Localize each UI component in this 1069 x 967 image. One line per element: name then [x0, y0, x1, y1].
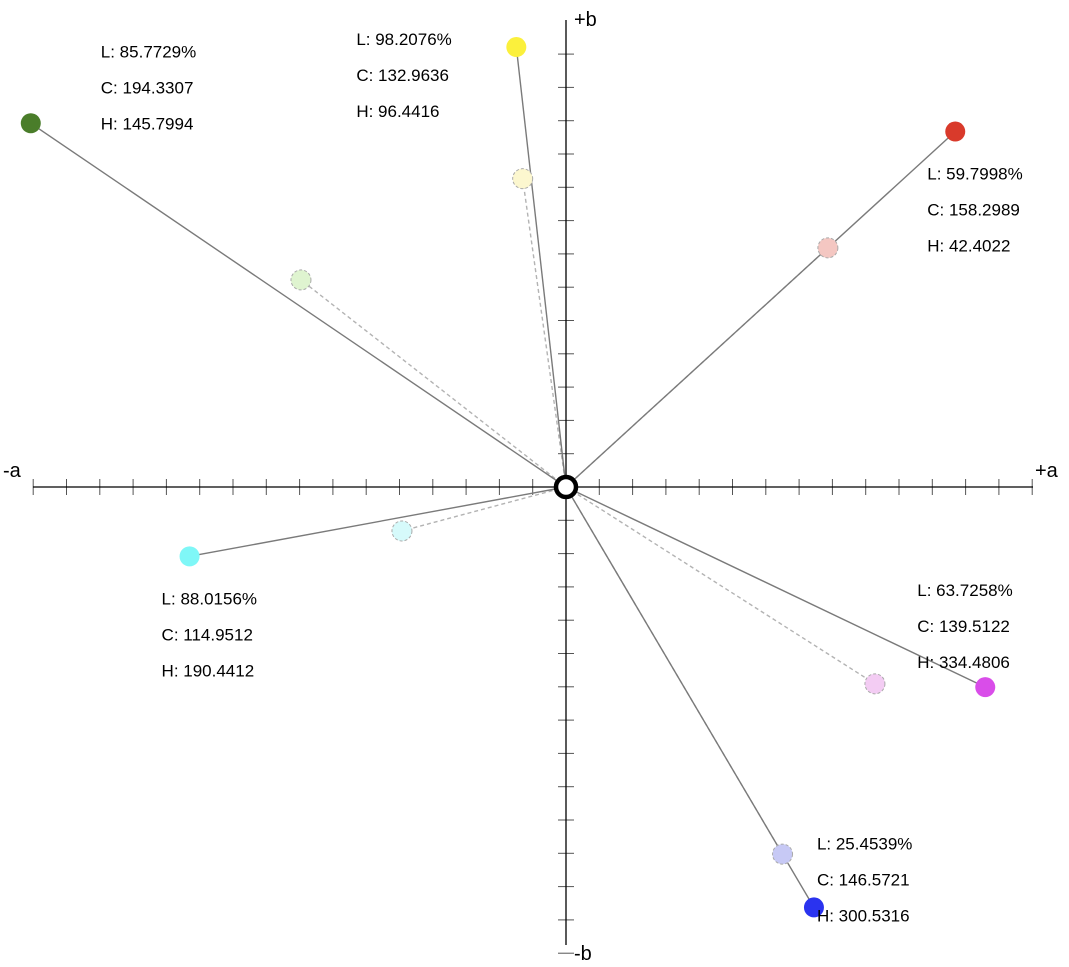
origin-marker: [553, 474, 579, 500]
color-vector-line: [565, 486, 815, 908]
color-point: [803, 897, 824, 918]
faded-vector-line: [300, 279, 567, 488]
color-vector-line: [30, 122, 567, 488]
color-point: [506, 37, 527, 58]
readout-h: H: 300.5316: [817, 906, 910, 925]
readout-c: C: 114.9512: [162, 625, 253, 644]
color-vector-line: [189, 486, 567, 558]
readout-l: L: 25.4539%: [817, 834, 912, 853]
readout-c: C: 158.2989: [927, 201, 1020, 220]
readout-l: L: 63.7258%: [917, 581, 1012, 600]
color-vector-line: [565, 131, 956, 488]
color-vectors: [20, 37, 996, 918]
faded-color-point: [391, 520, 413, 542]
color-vector-line: [565, 486, 986, 688]
readout-l: L: 85.7729%: [101, 42, 196, 61]
axis-label-pos-a: +a: [1035, 460, 1059, 482]
faded-color-point: [772, 843, 794, 865]
readout-h: H: 42.4022: [927, 237, 1010, 256]
color-point: [975, 677, 996, 698]
readout-c: C: 139.5122: [917, 617, 1010, 636]
faded-vector-line: [565, 486, 876, 685]
faded-color-point: [290, 269, 312, 291]
readout-c: C: 194.3307: [101, 78, 194, 97]
readout-l: L: 98.2076%: [356, 30, 451, 49]
color-point: [179, 546, 200, 567]
faded-color-point: [864, 673, 886, 695]
readout-h: H: 96.4416: [356, 102, 439, 121]
readout-c: C: 132.9636: [356, 66, 449, 85]
readout-h: H: 190.4412: [162, 661, 255, 680]
faded-color-point: [817, 237, 839, 259]
axis-label-neg-b: -b: [574, 943, 592, 965]
readout-h: H: 145.7994: [101, 114, 194, 133]
faded-vector-line: [401, 486, 567, 532]
color-point: [945, 121, 966, 142]
readout-l: L: 88.0156%: [162, 589, 257, 608]
axis-label-pos-b: +b: [574, 9, 597, 31]
readout-l: L: 59.7998%: [927, 165, 1022, 184]
lch-readouts: L: 59.7998% C: 158.2989 H: 42.4022 L: 98.20…: [101, 30, 1023, 925]
axis-label-neg-a: -a: [3, 460, 22, 482]
readout-h: H: 334.4806: [917, 653, 1010, 672]
faded-vector-line: [521, 178, 567, 488]
color-point: [20, 113, 41, 134]
faded-color-point: [512, 168, 534, 190]
color-vector-line: [515, 46, 567, 488]
readout-c: C: 146.5721: [817, 870, 910, 889]
